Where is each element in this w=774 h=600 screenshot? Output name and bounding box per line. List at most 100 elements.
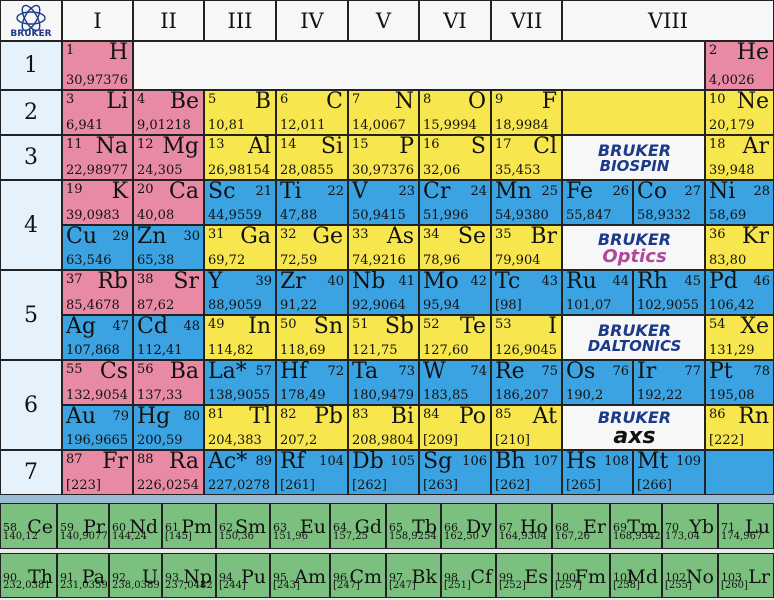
element-symbol: In	[248, 315, 271, 339]
atomic-number: 61	[165, 521, 179, 534]
atomic-mass: 91,22	[280, 298, 318, 313]
logo-optics: BRUKER Optics	[562, 225, 705, 270]
atomic-number: 98	[444, 571, 458, 584]
element-cell-bh: 107 Bh [262]	[491, 450, 562, 495]
logo-axs-mark: BRUKER axs	[563, 406, 704, 449]
element-symbol: Ir	[637, 360, 657, 384]
atomic-number: 43	[541, 274, 558, 289]
logo-daltonics-line2: DALTONICS	[587, 337, 682, 355]
element-symbol: He	[736, 41, 769, 65]
element-cell-fr: 87 Fr [223]	[62, 450, 133, 495]
f-block-cell-cm: 96 Cm [247]	[330, 553, 386, 598]
atomic-mass: 196,9665	[66, 433, 129, 448]
atomic-mass: 183,85	[423, 388, 469, 403]
empty-cell	[705, 450, 774, 495]
element-symbol: Ti	[280, 180, 302, 204]
atomic-number: 104	[319, 454, 344, 469]
f-block-cell-er: 68 Er 167,26	[552, 503, 610, 549]
element-symbol: Kr	[742, 225, 769, 249]
atomic-number: 23	[398, 184, 415, 199]
atomic-number: 5	[208, 92, 217, 107]
atomic-mass: 28,0855	[280, 163, 334, 178]
atomic-mass: [145]	[165, 531, 192, 542]
atomic-number: 50	[280, 317, 297, 332]
atomic-number: 57	[255, 364, 272, 379]
atomic-mass: 65,38	[137, 253, 175, 268]
atomic-number: 3	[66, 92, 75, 107]
element-symbol: Tc	[495, 270, 521, 294]
atomic-mass: [209]	[423, 433, 458, 448]
atomic-number: 107	[533, 454, 558, 469]
element-symbol: C	[326, 90, 343, 114]
atomic-mass: 6,941	[66, 118, 104, 133]
element-cell-sb: 51 Sb 121,75	[348, 315, 419, 360]
atomic-number: 60	[112, 521, 126, 534]
element-cell-cd: 48 Cd 112,41	[133, 315, 204, 360]
element-cell-sr: 38 Sr 87,62	[133, 270, 204, 315]
element-symbol: K	[111, 180, 128, 204]
atomic-number: 1	[66, 43, 75, 58]
element-symbol: Mo	[423, 270, 459, 294]
element-cell-sn: 50 Sn 118,69	[276, 315, 348, 360]
atomic-mass: 137,33	[137, 388, 183, 403]
atomic-number: 73	[398, 364, 415, 379]
atomic-number: 102	[665, 571, 686, 584]
element-symbol: Lu	[745, 516, 770, 538]
element-cell-hf: 72 Hf 178,49	[276, 360, 348, 405]
element-symbol: Re	[495, 360, 525, 384]
logo-biospin-line2: BIOSPIN	[599, 157, 670, 175]
element-cell-ba: 56 Ba 137,33	[133, 360, 204, 405]
element-symbol: Pr	[83, 516, 105, 538]
table-separator	[0, 495, 774, 503]
element-symbol: Fe	[566, 180, 594, 204]
logo-optics-line1: BRUKER	[597, 229, 672, 249]
element-symbol: Rf	[280, 450, 305, 474]
element-symbol: Ca	[169, 180, 199, 204]
element-cell-p: 15 P 30,97376	[348, 135, 419, 180]
atomic-number: 90	[3, 571, 17, 584]
atomic-mass: [255]	[665, 580, 692, 591]
atomic-number: 89	[255, 454, 272, 469]
atomic-mass: [243]	[273, 580, 300, 591]
f-block-cell-dy: 66 Dy 162,50	[441, 503, 496, 549]
atomic-mass: [223]	[66, 478, 101, 493]
element-cell-xe: 54 Xe 131,29	[705, 315, 774, 360]
atomic-number: 14	[280, 137, 297, 152]
atomic-mass: 131,29	[709, 343, 755, 358]
atomic-number: 87	[66, 452, 83, 467]
atomic-mass: [98]	[495, 298, 522, 313]
element-symbol: Cm	[349, 566, 382, 588]
f-block-cell-es: 99 Es [252]	[496, 553, 552, 598]
atomic-mass: 200,59	[137, 433, 183, 448]
element-symbol: Am	[294, 566, 326, 588]
atomic-number: 11	[66, 137, 83, 152]
element-cell-c: 6 C 12,011	[276, 90, 348, 135]
atomic-number: 29	[112, 229, 129, 244]
element-symbol: V	[352, 180, 368, 204]
atomic-number: 59	[60, 521, 74, 534]
period-label: 2	[0, 90, 62, 135]
element-cell-mn: 25 Mn 54,9380	[491, 180, 562, 225]
atomic-number: 100	[555, 571, 576, 584]
element-symbol: Xe	[740, 315, 769, 339]
element-symbol: Cf	[470, 566, 492, 588]
element-cell-mg: 12 Mg 24,305	[133, 135, 204, 180]
element-symbol: Ru	[566, 270, 597, 294]
element-symbol: Pa	[81, 566, 105, 588]
element-symbol: Co	[637, 180, 668, 204]
element-symbol: Sc	[208, 180, 236, 204]
logo-axs-line1: BRUKER	[597, 407, 672, 427]
element-symbol: No	[685, 566, 714, 588]
element-cell-tc: 43 Tc [98]	[491, 270, 562, 315]
atomic-number: 6	[280, 92, 289, 107]
element-symbol: Ce	[27, 516, 53, 538]
logo-biospin-mark: BRUKER BIOSPIN	[563, 136, 704, 179]
atomic-mass: 18,9984	[495, 118, 549, 133]
atomic-number: 70	[665, 521, 679, 534]
atomic-number: 34	[423, 227, 440, 242]
element-cell-db: 105 Db [262]	[348, 450, 419, 495]
atomic-number: 86	[709, 407, 726, 422]
atomic-mass: 87,62	[137, 298, 175, 313]
atomic-number: 16	[423, 137, 440, 152]
atomic-mass: 190,2	[566, 388, 604, 403]
